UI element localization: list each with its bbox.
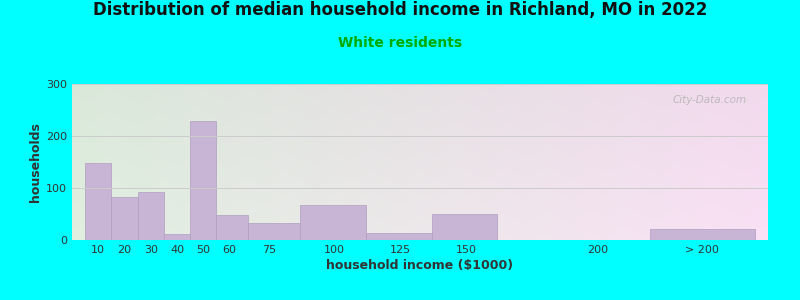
Text: City-Data.com: City-Data.com bbox=[673, 95, 747, 105]
Bar bbox=[301, 205, 366, 240]
Bar bbox=[164, 234, 190, 240]
Bar bbox=[190, 122, 217, 240]
Bar bbox=[432, 214, 498, 240]
Bar bbox=[85, 163, 111, 240]
Bar bbox=[111, 197, 138, 240]
Bar bbox=[248, 223, 301, 240]
Bar bbox=[650, 229, 755, 240]
Bar bbox=[138, 192, 164, 240]
Bar bbox=[366, 233, 432, 240]
Text: Distribution of median household income in Richland, MO in 2022: Distribution of median household income … bbox=[93, 2, 707, 20]
Y-axis label: households: households bbox=[29, 122, 42, 202]
X-axis label: household income ($1000): household income ($1000) bbox=[326, 259, 514, 272]
Bar bbox=[217, 215, 248, 240]
Text: White residents: White residents bbox=[338, 36, 462, 50]
